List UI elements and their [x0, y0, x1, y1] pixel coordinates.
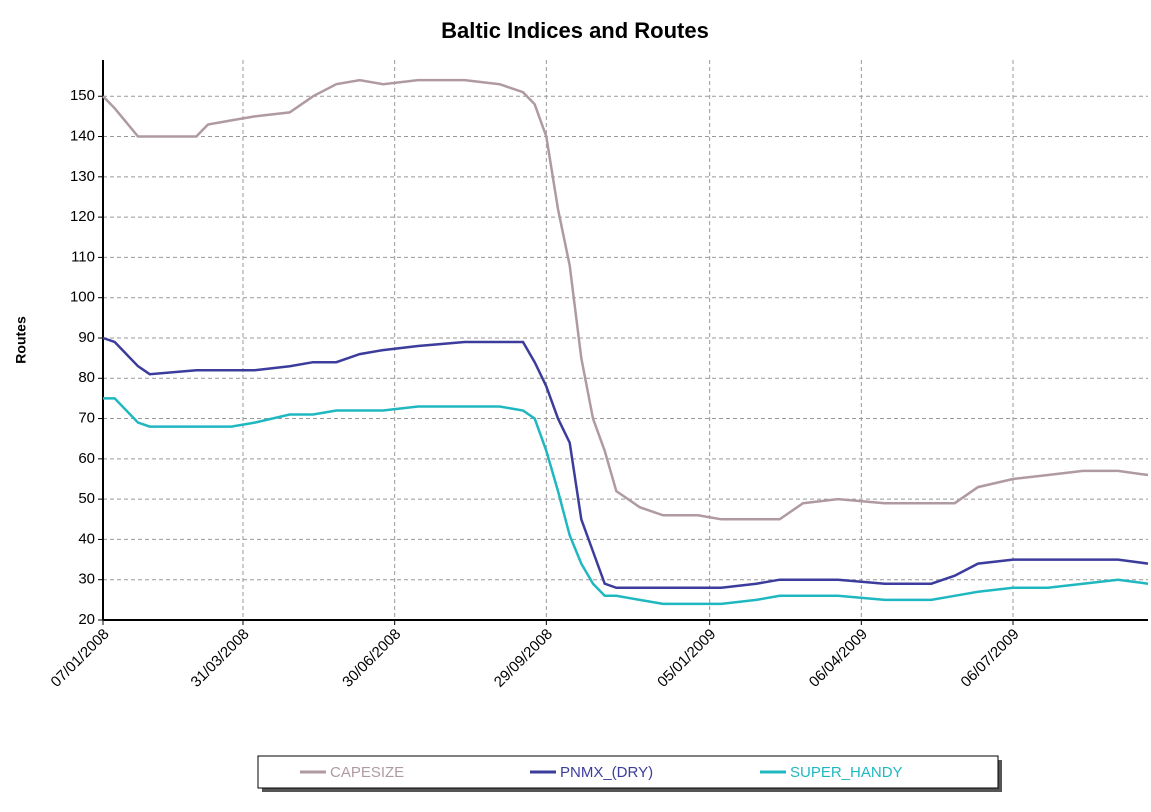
legend	[257, 755, 999, 789]
series-line	[103, 397, 1149, 606]
y-tick-label: 20	[78, 611, 95, 628]
y-tick-label: 60	[78, 450, 95, 467]
x-tick-label: 06/04/2009	[806, 626, 871, 691]
x-tick-label: 06/07/2009	[958, 626, 1023, 691]
legend-label: SUPER_HANDY	[790, 764, 903, 781]
x-tick-label: 31/03/2008	[188, 626, 253, 691]
y-tick-label: 30	[78, 571, 95, 588]
x-tick-label: 05/01/2009	[654, 626, 719, 691]
y-tick-label: 50	[78, 490, 95, 507]
series-line	[102, 78, 1149, 521]
chart-title: Baltic Indices and Routes	[441, 18, 709, 43]
legend-label: PNMX_(DRY)	[560, 764, 653, 781]
y-tick-label: 100	[70, 289, 95, 306]
y-tick-label: 80	[78, 369, 95, 386]
y-tick-label: 110	[71, 248, 95, 265]
y-tick-label: 120	[70, 208, 95, 225]
y-axis-label: Routes	[13, 316, 29, 364]
series-line	[102, 336, 1149, 590]
x-tick-label: 07/01/2008	[48, 626, 113, 691]
x-tick-label: 29/09/2008	[491, 626, 556, 691]
y-tick-label: 90	[78, 329, 95, 346]
legend-label: CAPESIZE	[330, 764, 404, 781]
y-tick-label: 70	[78, 410, 95, 427]
y-tick-label: 130	[70, 168, 95, 185]
y-tick-label: 40	[78, 530, 95, 547]
y-tick-label: 140	[70, 128, 95, 145]
x-tick-label: 30/06/2008	[339, 626, 404, 691]
y-tick-label: 150	[70, 87, 95, 104]
